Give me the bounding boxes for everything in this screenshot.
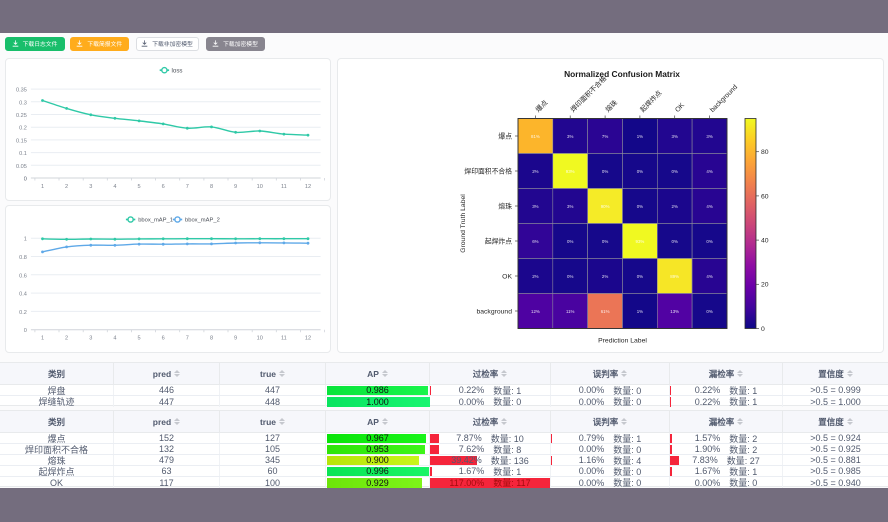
- svg-text:1: 1: [23, 237, 26, 243]
- svg-text:0%: 0%: [672, 238, 678, 243]
- svg-text:0.2: 0.2: [19, 125, 27, 131]
- svg-text:5: 5: [137, 336, 140, 342]
- svg-text:焊印面积不合格: 焊印面积不合格: [568, 73, 608, 113]
- svg-text:2%: 2%: [532, 273, 538, 278]
- svg-text:81%: 81%: [531, 133, 540, 138]
- svg-text:93%: 93%: [566, 168, 575, 173]
- svg-text:93%: 93%: [636, 238, 645, 243]
- svg-text:4%: 4%: [706, 168, 712, 173]
- svg-text:7%: 7%: [602, 133, 608, 138]
- svg-text:0.4: 0.4: [19, 292, 27, 298]
- svg-text:11: 11: [280, 184, 286, 190]
- svg-text:background: background: [476, 308, 512, 315]
- svg-text:61%: 61%: [601, 308, 610, 313]
- svg-text:6%: 6%: [532, 238, 538, 243]
- svg-text:起焊炸点: 起焊炸点: [485, 236, 512, 245]
- svg-text:1: 1: [40, 184, 43, 190]
- svg-text:0.2: 0.2: [19, 310, 27, 316]
- svg-text:10: 10: [256, 336, 262, 342]
- svg-text:1%: 1%: [637, 308, 643, 313]
- svg-text:0: 0: [23, 328, 26, 334]
- svg-text:Prediction Label: Prediction Label: [598, 337, 647, 344]
- svg-text:6: 6: [161, 184, 164, 190]
- svg-text:3%: 3%: [672, 133, 678, 138]
- svg-text:0%: 0%: [567, 238, 573, 243]
- svg-text:10: 10: [256, 184, 262, 190]
- svg-text:爆点: 爆点: [498, 131, 512, 140]
- svg-text:0%: 0%: [637, 273, 643, 278]
- svg-text:OK: OK: [674, 101, 686, 113]
- svg-text:0: 0: [23, 176, 26, 182]
- svg-text:1: 1: [40, 336, 43, 342]
- svg-text:0: 0: [23, 176, 26, 182]
- svg-text:60: 60: [761, 193, 769, 200]
- svg-text:4%: 4%: [706, 203, 712, 208]
- svg-text:0.1: 0.1: [19, 151, 27, 157]
- svg-text:bbox_mAP_2: bbox_mAP_2: [185, 218, 220, 224]
- svg-text:2%: 2%: [602, 273, 608, 278]
- svg-text:Ground Truth Label: Ground Truth Label: [460, 193, 467, 252]
- svg-text:0%: 0%: [706, 238, 712, 243]
- svg-text:4: 4: [113, 336, 116, 342]
- svg-text:5: 5: [137, 184, 140, 190]
- svg-text:0%: 0%: [706, 308, 712, 313]
- svg-text:loss: loss: [171, 67, 182, 74]
- svg-text:0.8: 0.8: [19, 255, 27, 261]
- svg-text:3%: 3%: [532, 203, 538, 208]
- svg-text:爆点: 爆点: [533, 97, 549, 113]
- svg-text:3%: 3%: [567, 133, 573, 138]
- svg-text:起焊炸点: 起焊炸点: [638, 88, 664, 114]
- svg-text:8: 8: [209, 184, 212, 190]
- svg-text:0%: 0%: [637, 203, 643, 208]
- svg-text:4: 4: [113, 184, 116, 190]
- svg-text:20: 20: [761, 281, 769, 288]
- svg-text:0.6: 0.6: [19, 273, 27, 279]
- svg-text:7: 7: [185, 336, 188, 342]
- svg-text:3: 3: [89, 184, 92, 190]
- svg-text:12: 12: [304, 184, 310, 190]
- svg-text:0: 0: [761, 325, 765, 332]
- svg-text:0%: 0%: [672, 168, 678, 173]
- svg-text:3%: 3%: [706, 133, 712, 138]
- svg-text:9: 9: [234, 336, 237, 342]
- svg-text:12: 12: [304, 336, 310, 342]
- svg-text:0.15: 0.15: [16, 138, 27, 144]
- svg-text:OK: OK: [502, 273, 512, 280]
- svg-text:0.35: 0.35: [16, 87, 27, 93]
- svg-text:2%: 2%: [672, 203, 678, 208]
- svg-text:6: 6: [161, 336, 164, 342]
- svg-text:7: 7: [185, 184, 188, 190]
- svg-text:11%: 11%: [566, 308, 575, 313]
- svg-text:3%: 3%: [567, 203, 573, 208]
- svg-text:熔珠: 熔珠: [603, 97, 619, 113]
- svg-text:0%: 0%: [602, 168, 608, 173]
- svg-text:0%: 0%: [567, 273, 573, 278]
- svg-text:8: 8: [209, 336, 212, 342]
- svg-text:13%: 13%: [670, 308, 679, 313]
- svg-text:90%: 90%: [601, 203, 610, 208]
- svg-text:11: 11: [280, 336, 286, 342]
- svg-text:熔珠: 熔珠: [498, 201, 512, 210]
- svg-text:0.25: 0.25: [16, 113, 27, 119]
- svg-text:9: 9: [234, 184, 237, 190]
- svg-text:80: 80: [761, 149, 769, 156]
- svg-text:焊印面积不合格: 焊印面积不合格: [464, 166, 512, 175]
- svg-text:40: 40: [761, 237, 769, 244]
- svg-text:0.05: 0.05: [16, 163, 27, 169]
- svg-text:12%: 12%: [531, 308, 540, 313]
- svg-text:2%: 2%: [532, 168, 538, 173]
- svg-text:bbox_mAP_1: bbox_mAP_1: [138, 218, 173, 224]
- svg-text:0.3: 0.3: [19, 100, 27, 106]
- svg-text:89%: 89%: [670, 273, 679, 278]
- svg-text:4%: 4%: [706, 273, 712, 278]
- svg-text:1%: 1%: [637, 133, 643, 138]
- svg-text:2: 2: [65, 184, 68, 190]
- svg-text:Normalized Confusion Matrix: Normalized Confusion Matrix: [564, 69, 680, 79]
- svg-text:2: 2: [65, 336, 68, 342]
- svg-text:background: background: [709, 83, 739, 113]
- svg-text:0%: 0%: [602, 238, 608, 243]
- svg-text:3: 3: [89, 336, 92, 342]
- svg-text:0%: 0%: [637, 168, 643, 173]
